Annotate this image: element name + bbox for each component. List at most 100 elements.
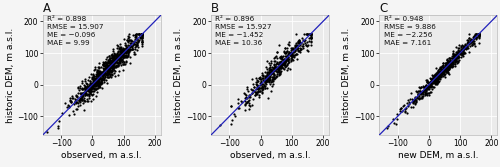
Point [134, 41, 141, 44]
Point [84, 95, 92, 98]
Point [254, 80, 262, 83]
Point [112, 63, 120, 66]
Point [276, 60, 284, 63]
Point [440, 72, 448, 75]
Point [270, 66, 278, 69]
Point [440, 66, 448, 68]
Point [109, 55, 117, 57]
Point [111, 59, 119, 62]
Point [122, 56, 130, 58]
Point [284, 54, 292, 56]
Point [433, 82, 441, 85]
Point [434, 74, 442, 76]
Point [437, 71, 445, 74]
Point [440, 67, 448, 69]
Point [91, 78, 99, 81]
Point [256, 76, 264, 78]
Point [234, 98, 242, 101]
Point [292, 53, 300, 56]
Point [90, 89, 98, 92]
Point [250, 86, 258, 88]
Point [106, 68, 114, 71]
Point [450, 58, 458, 60]
Point [246, 96, 254, 99]
Point [104, 70, 112, 73]
Point [284, 60, 292, 62]
Point [470, 33, 478, 36]
Point [280, 63, 288, 65]
Point [420, 89, 428, 91]
Point [122, 56, 130, 59]
Point [126, 45, 134, 47]
Point [110, 58, 118, 61]
Point [96, 77, 104, 80]
Point [268, 69, 276, 72]
Point [444, 63, 452, 65]
Point [94, 69, 102, 71]
Point [72, 99, 80, 102]
Point [77, 93, 85, 96]
Point [108, 66, 116, 69]
Point [262, 81, 270, 84]
Point [86, 82, 94, 84]
Point [442, 65, 450, 68]
Point [116, 61, 124, 64]
Point [432, 78, 440, 81]
Point [126, 39, 134, 42]
Point [443, 59, 451, 62]
Point [263, 87, 271, 89]
Point [98, 74, 106, 76]
Point [306, 33, 314, 35]
Point [302, 33, 310, 35]
Point [242, 100, 250, 103]
Point [301, 42, 309, 44]
Point [459, 47, 467, 50]
Point [242, 93, 250, 96]
Point [430, 80, 438, 83]
Point [430, 79, 438, 82]
Point [430, 75, 438, 77]
Point [92, 66, 100, 68]
Point [292, 45, 300, 48]
Point [305, 40, 313, 43]
Point [463, 45, 471, 48]
Point [442, 62, 450, 64]
Point [85, 96, 93, 99]
Point [278, 60, 285, 63]
Point [114, 53, 122, 55]
Point [470, 42, 478, 44]
Point [464, 39, 472, 41]
Point [280, 62, 288, 65]
Point [284, 61, 292, 63]
Point [103, 68, 111, 70]
Point [54, 127, 62, 129]
Point [427, 83, 435, 86]
Point [100, 67, 108, 70]
Point [88, 81, 96, 84]
Point [105, 54, 113, 57]
Point [306, 33, 314, 35]
Point [287, 54, 295, 57]
Point [101, 67, 109, 69]
Point [451, 59, 459, 62]
Point [95, 73, 103, 75]
Point [264, 78, 272, 81]
Point [258, 72, 266, 75]
Point [302, 33, 310, 35]
Point [273, 61, 281, 63]
Point [88, 85, 96, 88]
Point [434, 81, 442, 84]
Point [124, 55, 132, 58]
Point [456, 53, 464, 55]
Point [434, 67, 442, 70]
Point [100, 71, 108, 73]
Point [118, 59, 126, 61]
Point [278, 61, 286, 64]
Point [100, 63, 108, 66]
Point [94, 85, 102, 88]
Point [116, 53, 124, 55]
Point [80, 99, 88, 101]
Point [274, 65, 282, 68]
Point [118, 51, 126, 54]
Point [440, 74, 448, 77]
